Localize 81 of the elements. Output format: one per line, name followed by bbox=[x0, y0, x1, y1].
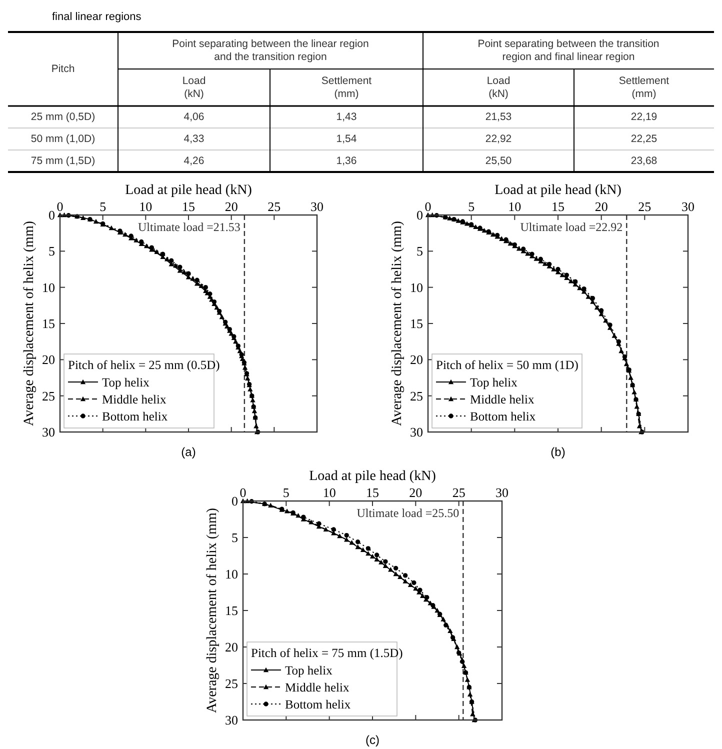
legend-label: Top helix bbox=[470, 376, 518, 390]
y-tick-label: 30 bbox=[42, 424, 55, 440]
legend-label: Middle helix bbox=[470, 392, 535, 406]
y-tick-label: 20 bbox=[410, 352, 423, 368]
text: 21,53 bbox=[485, 111, 512, 123]
y-tick-label: 10 bbox=[42, 280, 55, 295]
y-tick-label: 10 bbox=[225, 566, 238, 582]
y-tick-label: 20 bbox=[42, 352, 55, 368]
y-tick-label: 25 bbox=[410, 388, 423, 404]
x-tick-label: 30 bbox=[496, 485, 508, 500]
text: 25,50 bbox=[485, 155, 512, 167]
x-tick-label: 15 bbox=[182, 199, 195, 214]
y-axis-title: Average displacement of helix (mm) bbox=[22, 220, 37, 426]
text: (c) bbox=[366, 733, 380, 747]
y-tick-label: 15 bbox=[410, 316, 423, 331]
x-tick-label: 5 bbox=[100, 199, 106, 214]
text: final linear regions bbox=[52, 11, 142, 23]
legend-label: Bottom helix bbox=[470, 410, 536, 424]
text: 1,43 bbox=[336, 111, 357, 123]
x-tick-label: 20 bbox=[594, 199, 608, 214]
ref-line-label: Ultimate load =22.92 bbox=[520, 220, 623, 234]
text: Point separating between the linear region and the transition region bbox=[172, 38, 370, 63]
text: 22,92 bbox=[485, 133, 512, 145]
y-tick-label: 25 bbox=[42, 388, 55, 404]
legend-title: Pitch of helix = 25 mm (0.5D) bbox=[68, 358, 220, 372]
x-axis-title: Load at pile head (kN) bbox=[494, 183, 622, 198]
x-tick-label: 15 bbox=[366, 485, 379, 500]
y-tick-label: 5 bbox=[232, 530, 238, 545]
text: 1,36 bbox=[336, 155, 357, 167]
text: 23,68 bbox=[630, 155, 658, 167]
text: (a) bbox=[181, 445, 196, 459]
category-label: Load (kN) bbox=[182, 75, 206, 100]
x-axis-title: Load at pile head (kN) bbox=[125, 183, 252, 198]
text: Point separating between the transition region and final linear region bbox=[478, 38, 660, 63]
y-tick-label: 25 bbox=[225, 676, 238, 691]
text: 22,19 bbox=[630, 111, 658, 123]
ref-line-label: Ultimate load =21.53 bbox=[138, 220, 240, 234]
x-tick-label: 10 bbox=[139, 199, 152, 214]
y-tick-label: 20 bbox=[225, 640, 238, 654]
x-tick-label: 25 bbox=[268, 199, 281, 214]
legend-label: Top helix bbox=[102, 376, 150, 390]
legend-label: Top helix bbox=[285, 664, 334, 678]
legend-title: Pitch of helix = 75 mm (1.5D) bbox=[251, 646, 403, 660]
text: 1,54 bbox=[336, 133, 357, 145]
x-tick-label: 25 bbox=[638, 199, 652, 214]
text: Pitch bbox=[51, 63, 75, 75]
y-tick-label: 15 bbox=[225, 603, 238, 618]
text: 4,26 bbox=[184, 155, 204, 167]
x-tick-label: 25 bbox=[452, 485, 466, 500]
y-tick-label: 30 bbox=[225, 712, 238, 728]
x-tick-label: 10 bbox=[322, 485, 336, 500]
text: 22,25 bbox=[630, 133, 658, 145]
y-tick-label: 5 bbox=[416, 244, 423, 259]
legend-label: Bottom helix bbox=[285, 698, 352, 712]
legend-label: Middle helix bbox=[102, 392, 167, 406]
x-tick-label: 5 bbox=[282, 485, 290, 500]
category-label: Settlement (mm) bbox=[618, 75, 670, 100]
legend-title: Pitch of helix = 50 mm (1D) bbox=[436, 358, 578, 372]
y-axis-title: Average displacement of helix (mm) bbox=[205, 508, 220, 713]
y-tick-label: 5 bbox=[48, 244, 55, 259]
x-tick-label: 30 bbox=[682, 199, 694, 214]
y-tick-label: 10 bbox=[410, 280, 423, 295]
y-tick-label: 30 bbox=[410, 424, 423, 440]
x-tick-label: 10 bbox=[508, 199, 522, 214]
x-tick-label: 30 bbox=[310, 199, 324, 214]
category-label: 25 mm (0,5D) bbox=[30, 111, 96, 123]
category-label: Settlement (mm) bbox=[321, 75, 372, 100]
x-tick-label: 15 bbox=[552, 199, 564, 214]
legend-label: Bottom helix bbox=[102, 410, 168, 424]
x-tick-label: 5 bbox=[468, 199, 475, 214]
legend-label: Middle helix bbox=[285, 680, 350, 694]
x-axis-title: Load at pile head (kN) bbox=[309, 469, 436, 484]
text: (b) bbox=[550, 445, 566, 459]
category-label: Load (kN) bbox=[486, 75, 510, 100]
category-label: 75 mm (1,5D) bbox=[30, 155, 96, 167]
text: 4,33 bbox=[184, 133, 204, 145]
text: 4,06 bbox=[184, 111, 204, 123]
ref-line-label: Ultimate load =25.50 bbox=[356, 506, 460, 520]
y-tick-label: 15 bbox=[42, 316, 55, 331]
category-label: 50 mm (1,0D) bbox=[30, 133, 96, 145]
y-axis-title: Average displacement of helix (mm) bbox=[390, 220, 405, 426]
